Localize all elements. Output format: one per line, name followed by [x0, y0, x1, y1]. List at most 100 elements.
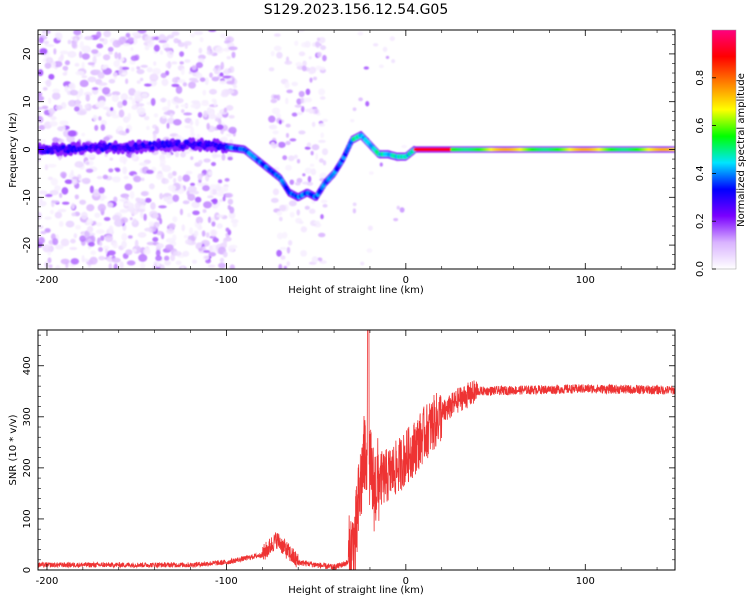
noise-speckle [159, 192, 163, 200]
noise-speckle [229, 66, 235, 73]
noise-speckle [285, 140, 291, 146]
noise-speckle [159, 218, 163, 225]
noise-speckle [305, 88, 311, 96]
noise-speckle [158, 40, 167, 44]
noise-speckle [75, 70, 85, 76]
noise-speckle [130, 67, 135, 72]
noise-speckle [159, 97, 167, 103]
noise-speckle [170, 254, 176, 262]
noise-speckle [190, 182, 196, 187]
noise-speckle [107, 202, 114, 208]
noise-speckle [38, 111, 41, 117]
noise-speckle [171, 83, 180, 88]
ridge-center [425, 147, 428, 152]
noise-speckle [228, 211, 236, 220]
noise-speckle [70, 169, 74, 176]
noise-speckle [152, 132, 157, 141]
noise-speckle [284, 81, 290, 89]
ridge-center [515, 147, 518, 152]
noise-speckle [81, 177, 91, 185]
noise-speckle [55, 265, 61, 269]
ridge-center [655, 147, 658, 152]
noise-speckle [372, 43, 379, 47]
noise-speckle [296, 209, 301, 216]
ridge-center [447, 147, 450, 152]
ridge-center [579, 147, 583, 152]
noise-speckle [84, 104, 89, 109]
noise-speckle [130, 55, 139, 62]
noise-speckle [289, 179, 295, 185]
noise-speckle [96, 43, 104, 49]
noise-speckle [318, 36, 326, 44]
noise-speckle [85, 94, 90, 102]
noise-speckle [95, 222, 103, 227]
ridge-center [529, 147, 532, 152]
noise-speckle [198, 247, 203, 252]
ridge-center [549, 147, 552, 152]
noise-speckle [60, 258, 70, 265]
noise-speckle [38, 262, 42, 268]
ridge-center [531, 147, 534, 152]
noise-speckle [97, 203, 106, 212]
noise-speckle [113, 196, 118, 203]
noise-speckle [166, 228, 175, 235]
noise-speckle [179, 51, 185, 57]
noise-speckle [104, 234, 113, 243]
noise-speckle [319, 96, 326, 100]
noise-speckle [102, 54, 111, 61]
ridge-center [445, 147, 448, 152]
noise-speckle [350, 118, 355, 123]
noise-speckle [309, 163, 315, 167]
noise-speckle [121, 72, 128, 76]
noise-speckle [357, 31, 364, 36]
spectrogram-ridge [38, 130, 675, 202]
spectrogram-x-tick-label: 0 [403, 275, 409, 286]
ridge-center [479, 147, 482, 152]
noise-speckle [188, 81, 196, 89]
noise-speckle [44, 228, 51, 233]
ridge-center [418, 147, 421, 152]
noise-speckle [125, 32, 131, 38]
ridge-core [182, 143, 187, 149]
noise-speckle [131, 32, 141, 37]
noise-speckle [45, 44, 55, 48]
spectrogram-x-tick-label: -100 [215, 275, 238, 286]
ridge-core [176, 139, 181, 145]
ridge-center [642, 147, 645, 152]
ridge-center [500, 147, 504, 152]
noise-speckle [296, 98, 302, 105]
noise-speckle [177, 175, 183, 182]
ridge-center [574, 147, 577, 152]
noise-speckle [285, 97, 289, 105]
noise-speckle [122, 99, 128, 106]
noise-speckle [284, 60, 293, 65]
noise-speckle [45, 79, 52, 87]
noise-speckle [321, 148, 329, 156]
snr-x-axis-label: Height of straight line (km) [288, 585, 424, 596]
noise-speckle [273, 45, 282, 52]
snr-frame [37, 329, 676, 571]
colorbar-tick-label: 0.4 [695, 165, 706, 181]
noise-speckle [320, 214, 324, 220]
noise-speckle [318, 139, 326, 143]
noise-speckle [215, 185, 222, 192]
noise-speckle [52, 238, 59, 246]
noise-speckle [172, 77, 180, 84]
noise-speckle [278, 204, 287, 212]
ridge-center [666, 147, 669, 152]
noise-speckle [293, 154, 298, 159]
noise-speckle [286, 246, 291, 254]
ridge-center [493, 147, 496, 152]
colorbar-tick-label: 0.6 [695, 118, 706, 134]
noise-speckle [150, 202, 156, 210]
noise-speckle [140, 177, 145, 182]
noise-speckle [45, 193, 53, 198]
noise-speckle [99, 85, 103, 91]
noise-speckle [53, 48, 57, 55]
noise-speckle [154, 126, 160, 135]
noise-speckle [307, 175, 312, 183]
ridge-center [651, 147, 654, 152]
noise-speckle [140, 191, 149, 197]
colorbar: 0.0 0.2 0.4 0.6 0.8 Normalized spectral ampl… [695, 29, 747, 277]
